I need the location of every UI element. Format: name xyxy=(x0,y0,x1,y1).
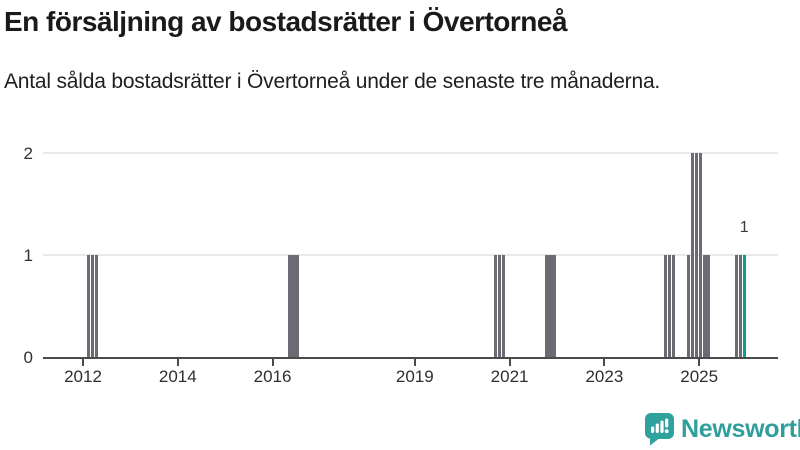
bar xyxy=(671,254,675,357)
gridline xyxy=(43,152,778,154)
bar xyxy=(691,152,695,357)
x-axis-tick xyxy=(271,359,274,366)
bar xyxy=(493,254,497,357)
bar xyxy=(288,254,300,357)
x-axis-label: 2016 xyxy=(253,367,292,386)
bar xyxy=(695,152,699,357)
bar xyxy=(687,254,691,357)
x-axis-label: 2025 xyxy=(680,367,719,386)
bar xyxy=(501,254,505,357)
x-axis-tick xyxy=(508,359,511,366)
y-axis-label: 0 xyxy=(23,348,33,367)
bar xyxy=(497,254,501,357)
x-axis-tick xyxy=(176,359,179,366)
x-axis-label: 2012 xyxy=(64,367,102,386)
bar xyxy=(699,152,703,357)
x-axis-label: 2019 xyxy=(395,367,434,386)
bar xyxy=(738,254,742,357)
bar xyxy=(703,254,711,357)
bar xyxy=(86,254,90,357)
x-axis-tick xyxy=(413,359,416,366)
newsworthy-icon xyxy=(645,413,674,446)
highlighted-bar xyxy=(742,254,746,357)
bar xyxy=(94,254,98,357)
plot-area: 0 1 2 2012 2014 2016 2019 2021 2023 2025 1 xyxy=(23,143,778,386)
x-axis-label: 2023 xyxy=(585,367,624,386)
x-axis-tick xyxy=(82,359,84,366)
bar xyxy=(90,254,94,357)
gridline xyxy=(43,254,778,257)
bar xyxy=(734,254,738,357)
x-axis-line xyxy=(43,356,778,359)
chart-subtitle: Antal sålda bostadsrätter i Övertorneå u… xyxy=(4,70,661,93)
bar-value-label: 1 xyxy=(739,218,749,236)
y-axis-label: 1 xyxy=(23,245,33,265)
brand-logo: Newsworthy xyxy=(645,413,800,446)
x-axis-label: 2021 xyxy=(490,367,529,386)
chart-title: En försäljning av bostadsrätter i Överto… xyxy=(4,6,568,37)
bar xyxy=(545,254,556,357)
bar xyxy=(663,254,667,357)
x-axis-tick xyxy=(698,359,701,366)
y-axis-label: 2 xyxy=(23,143,33,163)
brand-name: Newsworthy xyxy=(681,415,800,443)
bar xyxy=(667,254,671,357)
x-axis-label: 2014 xyxy=(158,367,197,386)
x-axis-tick xyxy=(603,359,606,366)
